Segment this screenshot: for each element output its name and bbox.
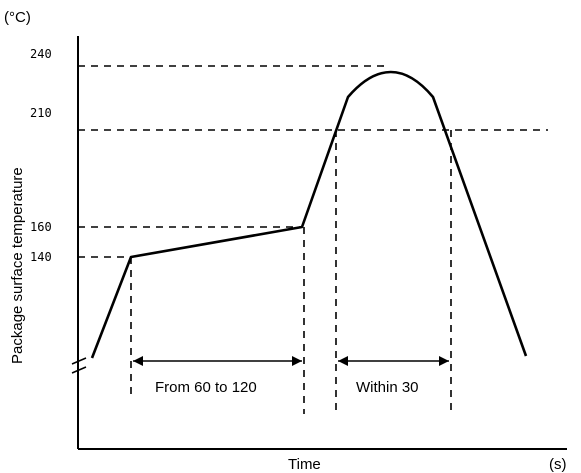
y-tick-160: 160 xyxy=(30,220,52,234)
axes xyxy=(71,36,567,450)
y-tick-140: 140 xyxy=(30,250,52,264)
preheat-duration-arrow xyxy=(133,356,302,366)
peak-duration-arrow xyxy=(338,356,449,366)
axis-break-mark-upper xyxy=(71,357,87,365)
x-axis-title: Time xyxy=(288,456,321,473)
peak-duration-label: Within 30 xyxy=(356,379,419,396)
axis-break-mark-lower xyxy=(71,366,87,374)
x-unit-label: (s) xyxy=(549,456,567,473)
y-tick-210: 210 xyxy=(30,106,52,120)
y-tick-240: 240 xyxy=(30,47,52,61)
temperature-profile-curve xyxy=(90,70,528,359)
preheat-duration-label: From 60 to 120 xyxy=(155,379,257,396)
y-unit-label: (°C) xyxy=(4,9,31,26)
y-axis-title: Package surface temperature xyxy=(9,167,26,364)
